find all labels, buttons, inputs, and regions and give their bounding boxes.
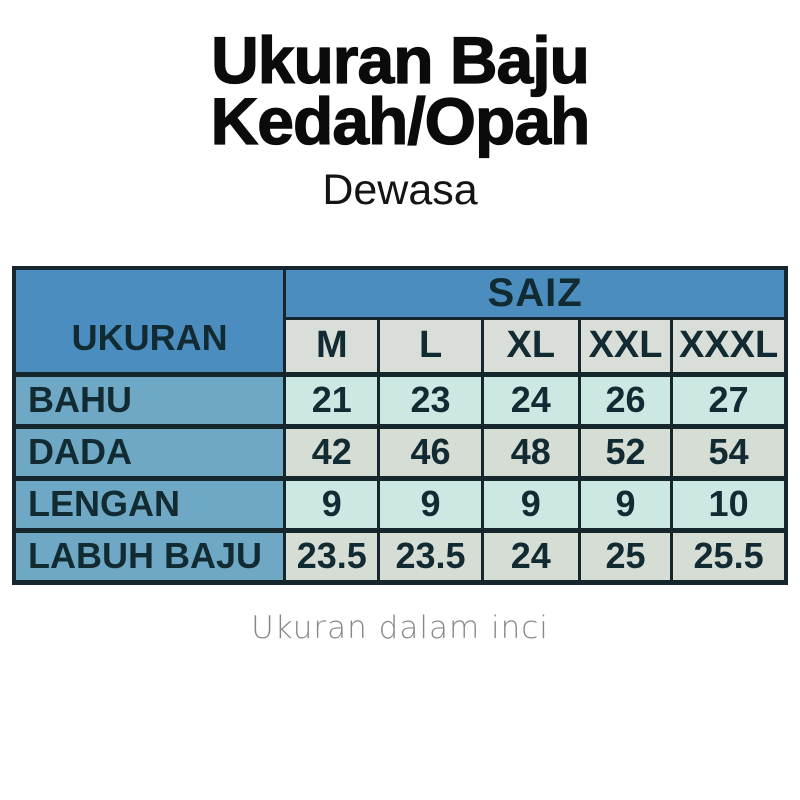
cell-dada-xxxl: 54 (670, 423, 788, 481)
cell-dada-xxl: 52 (577, 423, 674, 481)
cell-lengan-xxxl: 10 (670, 475, 788, 533)
ukuran-corner-cell: UKURAN (12, 266, 287, 376)
table-row-lengan: LENGAN 9 9 9 9 10 (12, 475, 788, 533)
cell-lengan-xl: 9 (480, 475, 581, 533)
table-row-labuh-baju: LABUH BAJU 23.5 23.5 24 25 25.5 (12, 527, 788, 585)
cell-bahu-xl: 24 (480, 371, 581, 429)
cell-bahu-xxl: 26 (577, 371, 674, 429)
cell-labuh-baju-xl: 24 (480, 527, 581, 585)
cell-lengan-xxl: 9 (577, 475, 674, 533)
unit-note: Ukuran dalam inci (251, 610, 549, 646)
row-label-labuh-baju: LABUH BAJU (12, 527, 287, 585)
size-header-m: M (283, 316, 381, 377)
size-header-xxl: XXL (577, 316, 674, 377)
subtitle: Dewasa (322, 166, 478, 214)
cell-labuh-baju-m: 23.5 (283, 527, 381, 585)
table-row-group-header: UKURAN SAIZ (12, 266, 788, 376)
page-title-line-2: Kedah/Opah (210, 84, 591, 158)
size-header-xl: XL (480, 316, 581, 377)
row-label-dada: DADA (12, 423, 287, 481)
cell-lengan-l: 9 (377, 475, 484, 533)
cell-dada-m: 42 (283, 423, 381, 481)
row-label-bahu: BAHU (12, 371, 287, 429)
size-header-l: L (377, 316, 484, 377)
cell-bahu-m: 21 (283, 371, 381, 429)
cell-lengan-m: 9 (283, 475, 381, 533)
cell-bahu-l: 23 (377, 371, 484, 429)
cell-dada-l: 46 (377, 423, 484, 481)
cell-bahu-xxxl: 27 (670, 371, 788, 429)
cell-dada-xl: 48 (480, 423, 581, 481)
table-row-bahu: BAHU 21 23 24 26 27 (12, 371, 788, 429)
page-title: Ukuran Baju Kedah/Opah (0, 23, 800, 158)
saiz-group-header-cell: SAIZ (283, 266, 788, 320)
table-row-dada: DADA 42 46 48 52 54 (12, 423, 788, 481)
page-title-line-1: Ukuran Baju (210, 23, 590, 97)
size-header-xxxl: XXXL (670, 316, 788, 377)
row-label-lengan: LENGAN (12, 475, 287, 533)
size-table: UKURAN SAIZ M L XL XXL XXXL BAHU 21 23 2… (12, 266, 788, 585)
table-row-size-headers: M L XL XXL XXXL (14, 316, 788, 377)
cell-labuh-baju-xxl: 25 (577, 527, 674, 585)
cell-labuh-baju-xxxl: 25.5 (670, 527, 788, 585)
cell-labuh-baju-l: 23.5 (377, 527, 484, 585)
